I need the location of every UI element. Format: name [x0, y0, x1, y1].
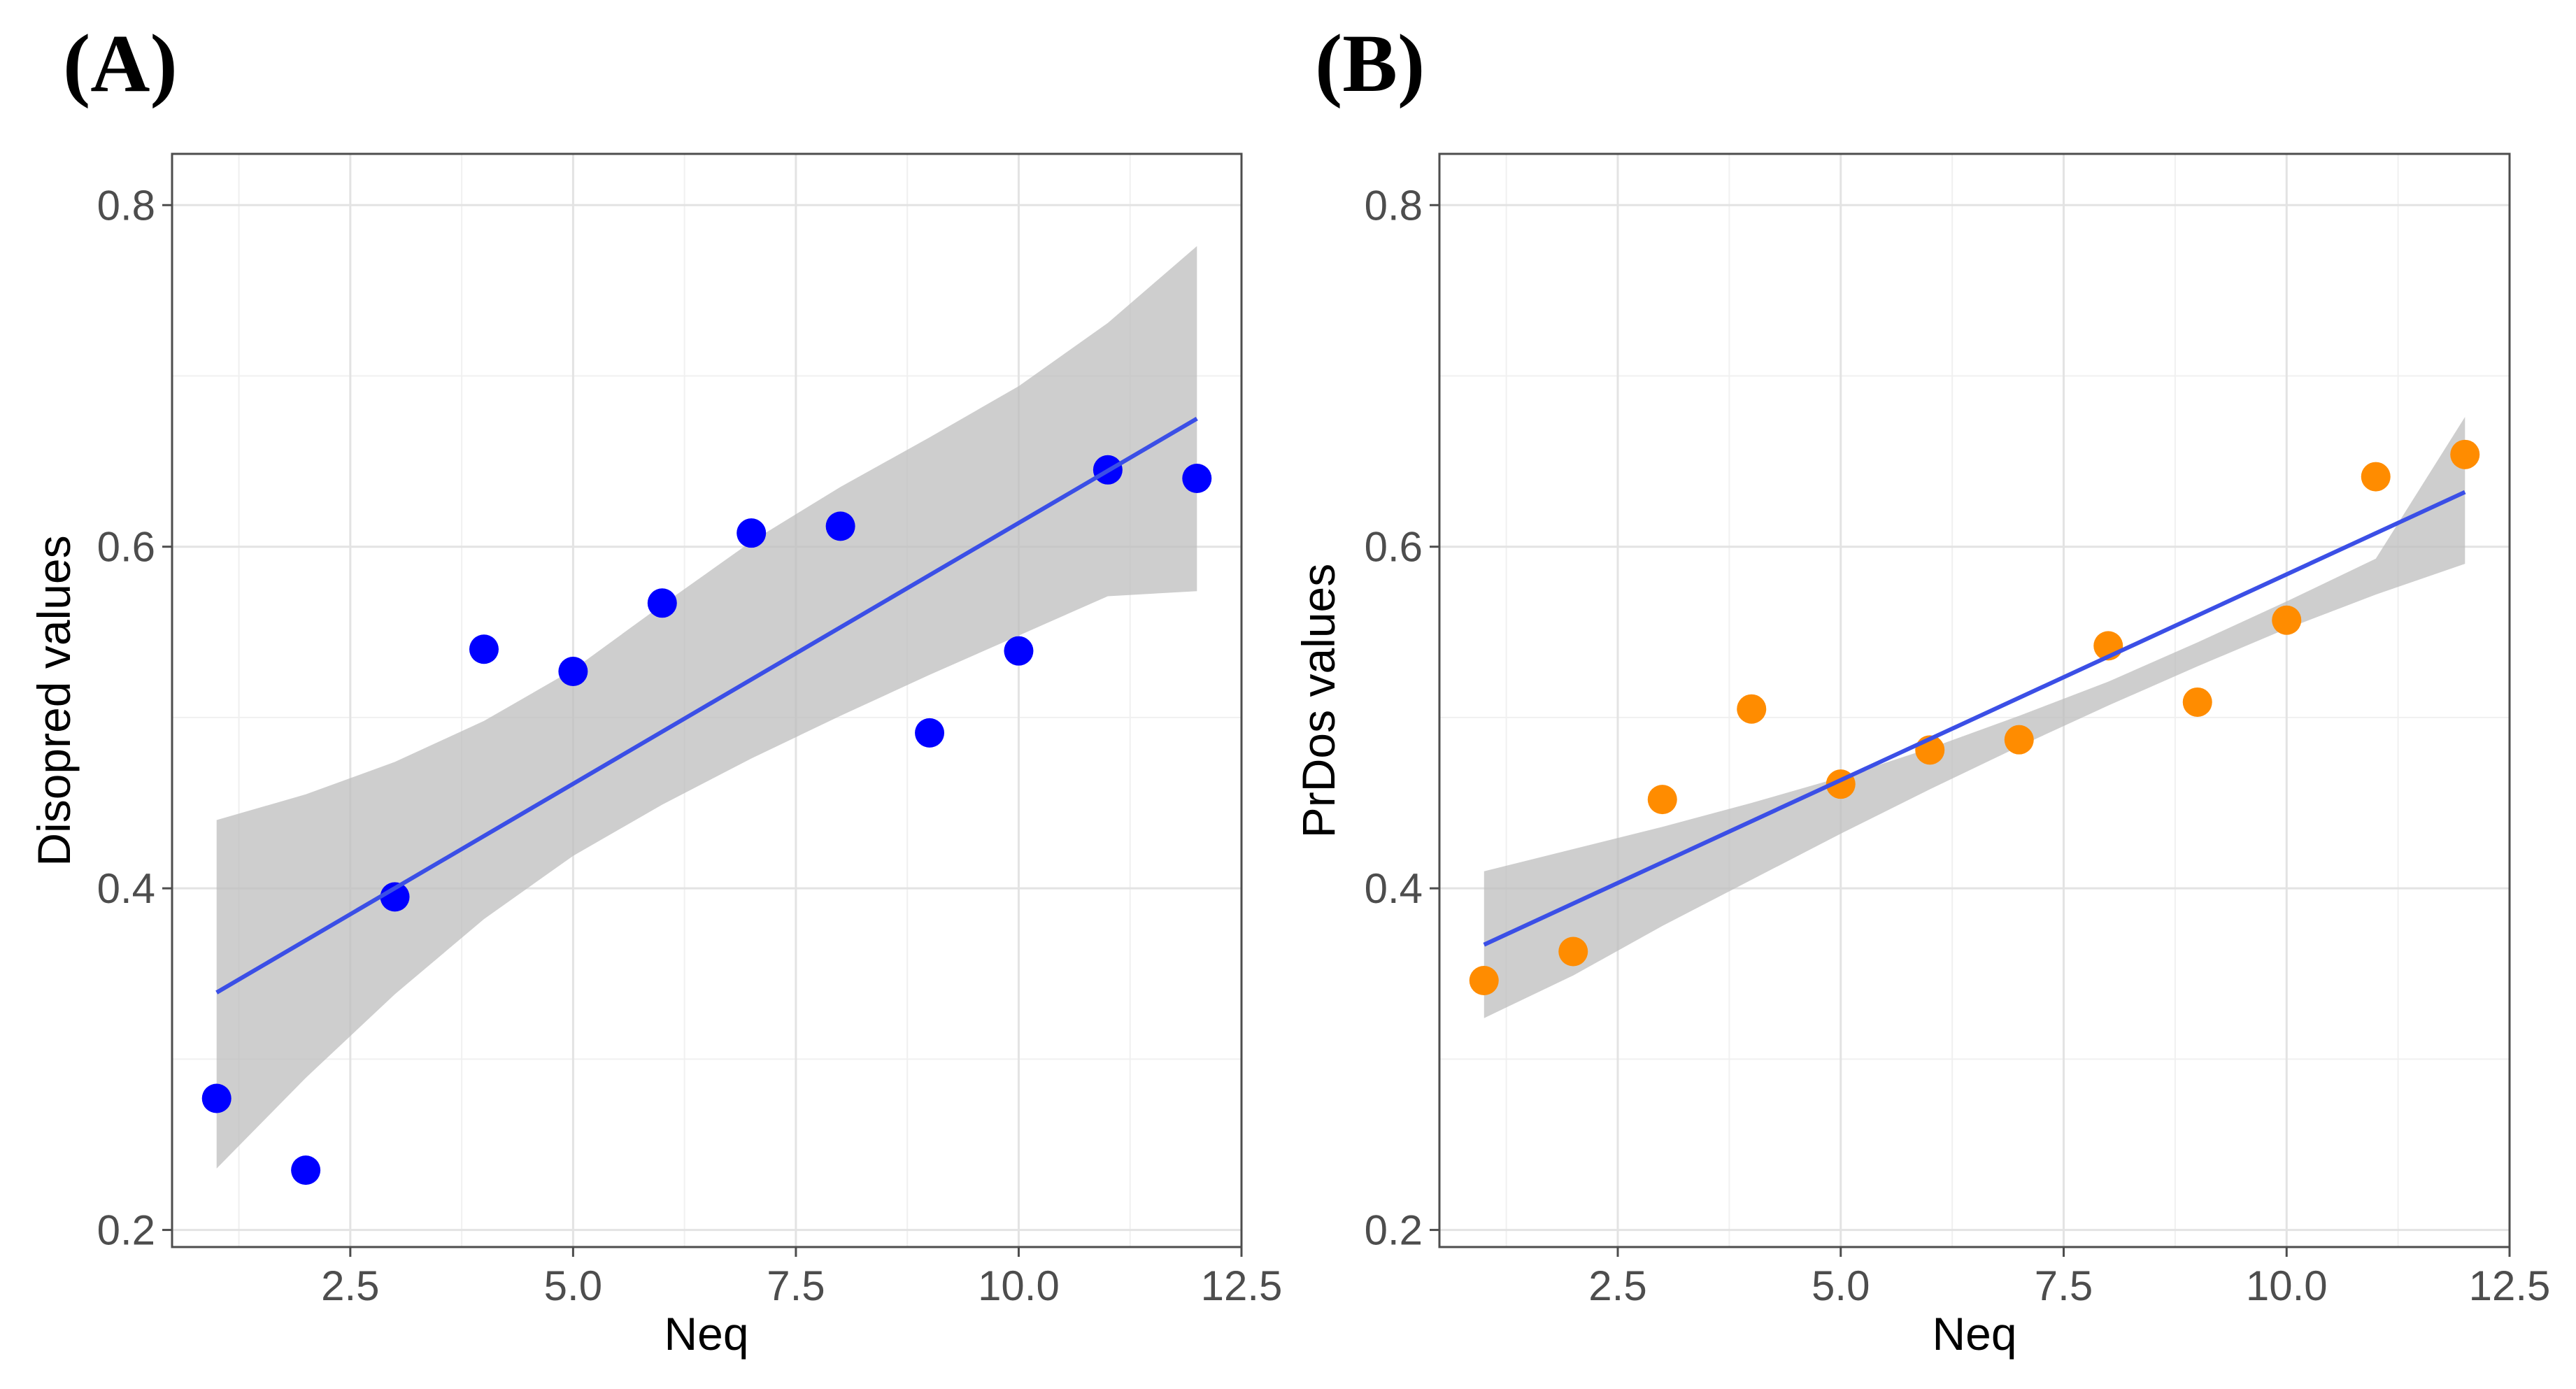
- y-tick-label: 0.6: [1365, 524, 1423, 571]
- y-tick-label: 0.2: [1365, 1207, 1423, 1254]
- x-tick-label: 7.5: [2035, 1262, 2093, 1309]
- panel-a: (A) 2.5 5.0 7.5 10.0 12.5 0.2 0.4 0.6 0.8 Neq Disop…: [28, 17, 1282, 1360]
- panel-label: (A): [63, 17, 178, 109]
- y-tick-label: 0.4: [97, 865, 155, 912]
- y-tick-label: 0.6: [97, 524, 155, 571]
- data-point: [2004, 725, 2034, 755]
- panel-b: (B) 2.5 5.0 7.5 10.0 12.5 0.2 0.4 0.6 0.8 Neq PrDos…: [1293, 17, 2550, 1360]
- y-axis-title: PrDos values: [1293, 564, 1344, 839]
- data-point: [291, 1155, 321, 1185]
- data-point: [1004, 636, 1034, 666]
- x-tick-label: 5.0: [544, 1262, 602, 1309]
- data-point: [2182, 687, 2212, 717]
- x-tick-label: 2.5: [1588, 1262, 1646, 1309]
- data-point: [647, 588, 677, 618]
- x-tick-label: 10.0: [2246, 1262, 2328, 1309]
- x-tick-label: 5.0: [1812, 1262, 1870, 1309]
- y-tick-label: 0.2: [97, 1207, 155, 1254]
- x-tick-label: 12.5: [1201, 1262, 1283, 1309]
- data-point: [2450, 439, 2480, 469]
- panel-label: (B): [1315, 17, 1425, 109]
- x-axis-title: Neq: [1932, 1308, 2016, 1360]
- confidence-band: [1483, 417, 2465, 1018]
- y-tick-label: 0.4: [1365, 865, 1423, 912]
- x-tick-label: 2.5: [321, 1262, 379, 1309]
- x-tick-label: 12.5: [2469, 1262, 2551, 1309]
- regression-line: [215, 416, 1198, 995]
- data-point: [2361, 462, 2391, 492]
- data-point: [2272, 605, 2302, 635]
- data-point: [201, 1083, 232, 1113]
- y-tick-label: 0.8: [97, 182, 155, 229]
- regression-line: [1483, 490, 2466, 947]
- plot-area: [1439, 154, 2510, 1247]
- data-point: [736, 518, 767, 548]
- y-tick-label: 0.8: [1365, 182, 1423, 229]
- data-point: [1737, 694, 1767, 724]
- data-point: [558, 656, 588, 686]
- x-tick-label: 7.5: [767, 1262, 825, 1309]
- x-tick-label: 10.0: [978, 1262, 1060, 1309]
- panel-border: [1438, 152, 2511, 1248]
- data-point: [1469, 966, 1499, 996]
- data-point: [1182, 464, 1212, 494]
- data-point: [469, 634, 499, 664]
- y-axis-title: Disopred values: [28, 535, 80, 866]
- panel-border: [171, 152, 1243, 1248]
- data-point: [915, 718, 945, 748]
- data-point: [825, 511, 855, 541]
- data-point: [380, 882, 410, 912]
- x-axis-title: Neq: [664, 1308, 748, 1360]
- data-point: [1647, 785, 1677, 815]
- data-point: [1558, 936, 1588, 967]
